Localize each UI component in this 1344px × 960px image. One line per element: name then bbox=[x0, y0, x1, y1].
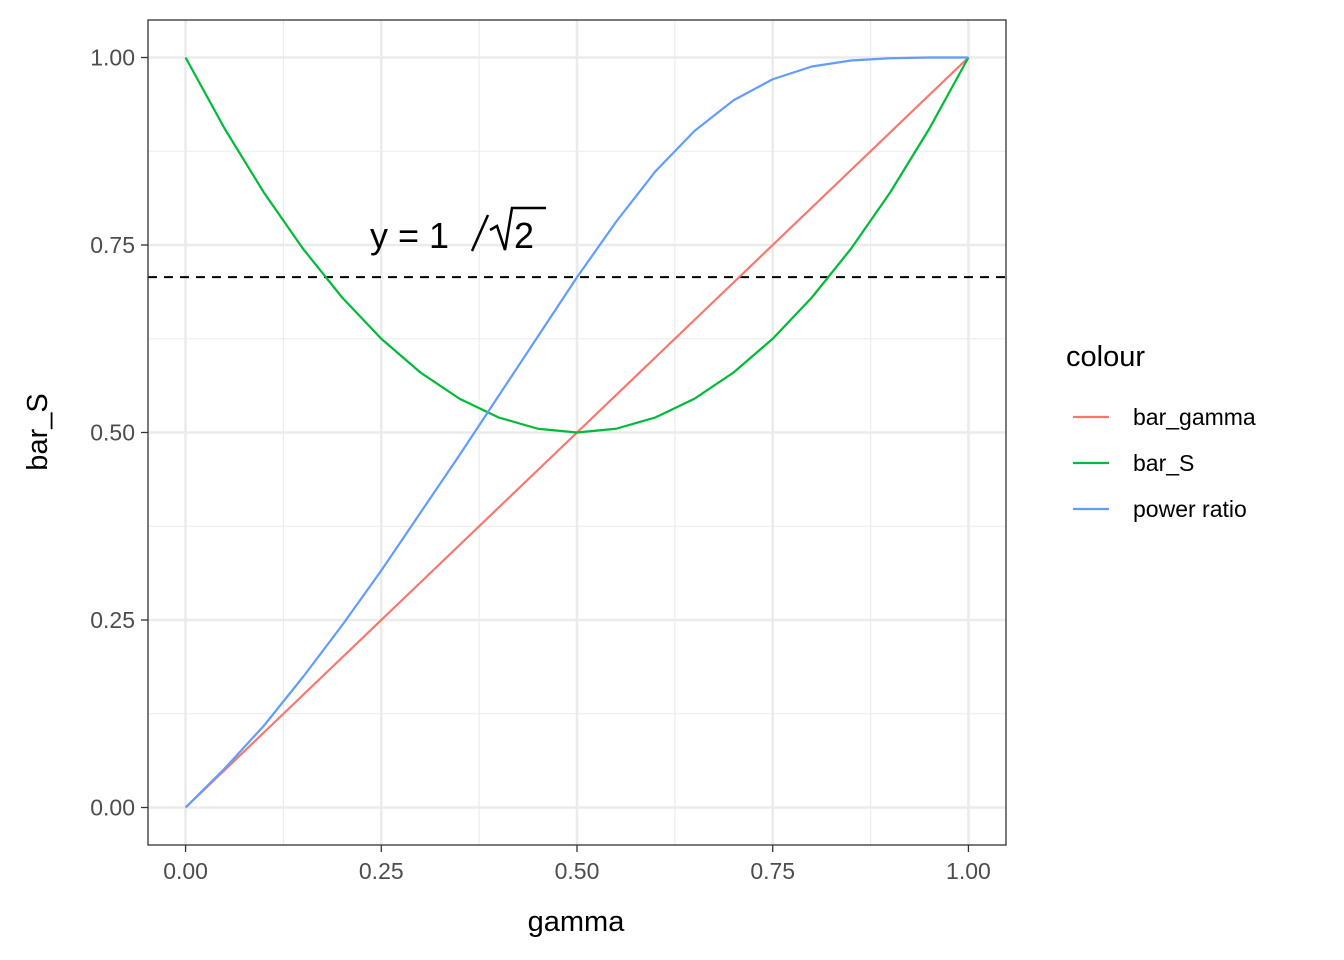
series-layer bbox=[184, 56, 970, 809]
legend-label-bar-s: bar_S bbox=[1133, 450, 1194, 476]
y-axis-title: bar_S bbox=[22, 393, 54, 470]
annotation: y = 1 2 bbox=[370, 206, 546, 256]
y-tick-label: 0.50 bbox=[90, 420, 135, 446]
legend-title: colour bbox=[1066, 341, 1145, 373]
legend-label-power-ratio: power ratio bbox=[1133, 496, 1247, 522]
x-tick-label: 0.50 bbox=[555, 858, 600, 884]
annotation-text: y = 1 bbox=[370, 215, 449, 256]
y-tick-label: 1.00 bbox=[90, 45, 135, 71]
legend-label-bar-gamma: bar_gamma bbox=[1133, 404, 1256, 430]
annotation-slash bbox=[470, 214, 490, 252]
x-tick-label: 0.00 bbox=[163, 858, 208, 884]
x-tick-label: 0.25 bbox=[359, 858, 404, 884]
y-tick-label: 0.75 bbox=[90, 232, 135, 258]
y-tick-label: 0.25 bbox=[90, 607, 135, 633]
major-gridlines bbox=[148, 20, 1006, 845]
x-tick-label: 1.00 bbox=[946, 858, 991, 884]
x-axis-title: gamma bbox=[528, 906, 626, 938]
x-axis: 0.00 0.25 0.50 0.75 1.00 bbox=[163, 845, 991, 884]
sqrt-symbol bbox=[489, 206, 546, 251]
y-tick-label: 0.00 bbox=[90, 795, 135, 821]
y-axis: 0.00 0.25 0.50 0.75 1.00 bbox=[90, 45, 148, 821]
x-tick-label: 0.75 bbox=[750, 858, 795, 884]
series-line-bar-s bbox=[184, 56, 970, 434]
annotation-radicand: 2 bbox=[514, 215, 534, 256]
series-line-power-ratio bbox=[184, 56, 969, 809]
annotation-prefix: y = 1 bbox=[370, 215, 449, 256]
